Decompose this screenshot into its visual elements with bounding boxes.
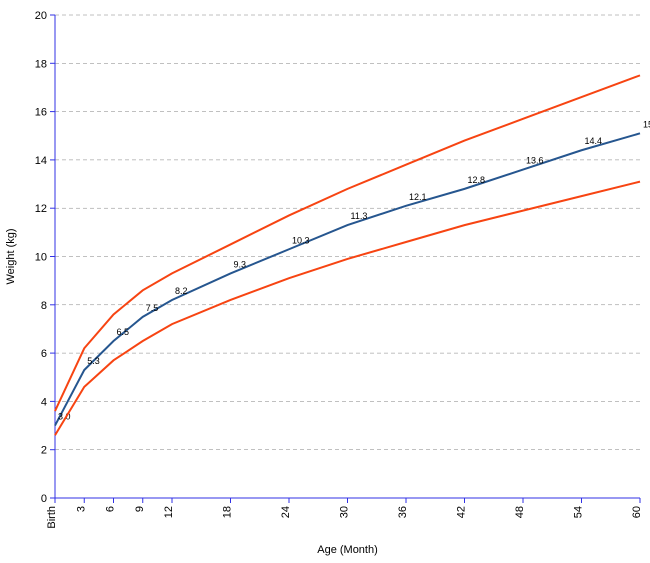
y-tick-label: 16 <box>35 107 47 119</box>
x-tick-label: 3 <box>75 506 87 512</box>
data-label: 9.3 <box>234 259 247 269</box>
series-median <box>55 133 640 425</box>
data-label: 12.1 <box>409 192 427 202</box>
data-label: 8.2 <box>175 286 188 296</box>
data-label: 6.5 <box>117 327 130 337</box>
data-label: 13.6 <box>526 156 544 166</box>
x-tick-label: 36 <box>397 506 409 518</box>
x-tick-label: 60 <box>631 506 643 518</box>
x-tick-label: 30 <box>339 506 351 518</box>
x-tick-label: 6 <box>105 506 117 512</box>
data-label: 10.3 <box>292 235 310 245</box>
y-tick-label: 10 <box>35 252 47 264</box>
series-lower-band <box>55 182 640 436</box>
data-label: 7.5 <box>146 303 159 313</box>
x-tick-label: Birth <box>46 506 58 529</box>
x-tick-label: 24 <box>280 506 292 518</box>
x-tick-label: 9 <box>134 506 146 512</box>
data-label: 15.1 <box>643 119 650 129</box>
y-tick-label: 6 <box>41 348 47 360</box>
y-tick-label: 12 <box>35 203 47 215</box>
data-label: 11.3 <box>351 211 368 221</box>
y-tick-label: 14 <box>35 155 47 167</box>
data-label: 14.4 <box>585 136 603 146</box>
x-tick-label: 48 <box>514 506 526 518</box>
y-tick-label: 8 <box>41 300 47 312</box>
data-label: 5.3 <box>87 356 100 366</box>
growth-chart: 02468101214161820Birth369121824303642485… <box>0 0 650 563</box>
y-tick-label: 18 <box>35 58 47 70</box>
x-tick-label: 42 <box>456 506 468 518</box>
x-tick-label: 12 <box>163 506 175 518</box>
y-axis-label: Weight (kg) <box>5 228 17 284</box>
y-tick-label: 4 <box>41 396 47 408</box>
y-tick-label: 20 <box>35 10 47 22</box>
series-upper-band <box>55 75 640 411</box>
x-axis-label: Age (Month) <box>317 544 378 556</box>
y-tick-label: 2 <box>41 445 47 457</box>
x-tick-label: 54 <box>573 506 585 518</box>
data-label: 12.8 <box>468 175 486 185</box>
y-tick-label: 0 <box>41 493 47 505</box>
x-tick-label: 18 <box>222 506 234 518</box>
